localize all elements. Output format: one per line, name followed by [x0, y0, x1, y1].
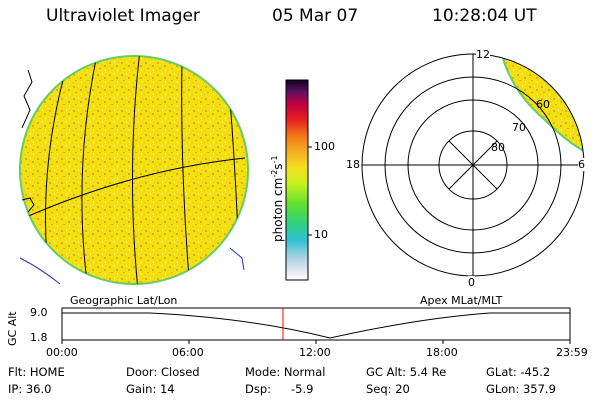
uv-disk [19, 55, 249, 285]
mlt-label-6: 6 [578, 158, 585, 171]
status-mode: Mode: Normal [245, 365, 326, 379]
colorbar-unit-mid: s [271, 163, 285, 170]
time-tick-0000: 00:00 [46, 346, 78, 359]
app-title: Ultraviolet Imager [46, 6, 200, 26]
coastline-2 [21, 197, 35, 213]
date-label: 05 Mar 07 [272, 6, 359, 26]
status-gain: Gain: 14 [126, 382, 175, 396]
altitude-ytick-9: 9.0 [30, 306, 48, 319]
time-tick-0600: 06:00 [172, 346, 204, 359]
mlt-label-12: 12 [476, 48, 490, 61]
status-dsp-label: Dsp: [245, 382, 272, 396]
mlat-label-80: 80 [491, 141, 505, 154]
time-tick-1800: 18:00 [426, 346, 458, 359]
terminator-line [19, 257, 61, 285]
altitude-ylabel: GC Alt [6, 311, 19, 346]
time-tick-1200: 12:00 [299, 346, 331, 359]
mlt-label-18: 18 [346, 158, 360, 171]
colorbar-tick-100: 100 [314, 140, 335, 153]
terminator-line-2 [229, 247, 245, 271]
time-tick-2359: 23:59 [556, 346, 588, 359]
colorbar-unit-exp1: -2 [270, 169, 279, 178]
altitude-plot [61, 307, 571, 344]
status-flt: Flt: HOME [8, 365, 65, 379]
altitude-ytick-1-8: 1.8 [30, 331, 48, 344]
colorbar-tick-10: 10 [314, 228, 328, 241]
status-door: Door: Closed [126, 365, 200, 379]
mlt-label-0: 0 [468, 276, 475, 289]
colorbar [285, 79, 312, 281]
status-gcalt: GC Alt: 5.4 Re [366, 365, 447, 379]
mlat-label-70: 70 [512, 121, 526, 134]
colorbar-unit: photon cm-2s-1 [270, 155, 285, 242]
colorbar-unit-base: photon cm [271, 177, 285, 242]
right-panel-caption: Apex MLat/MLT [420, 294, 503, 307]
colorbar-unit-exp2: -1 [270, 155, 279, 164]
coastline [21, 69, 33, 129]
status-glon: GLon: 357.9 [486, 382, 556, 396]
mlat-label-60: 60 [536, 98, 550, 111]
time-label: 10:28:04 UT [432, 6, 537, 26]
geographic-image [19, 55, 249, 285]
status-seq: Seq: 20 [366, 382, 410, 396]
status-dsp-value: -5.9 [291, 382, 314, 396]
status-ip: IP: 36.0 [8, 382, 52, 396]
left-panel-caption: Geographic Lat/Lon [70, 294, 178, 307]
polar-plot [361, 53, 585, 277]
status-glat: GLat: -45.2 [486, 365, 551, 379]
